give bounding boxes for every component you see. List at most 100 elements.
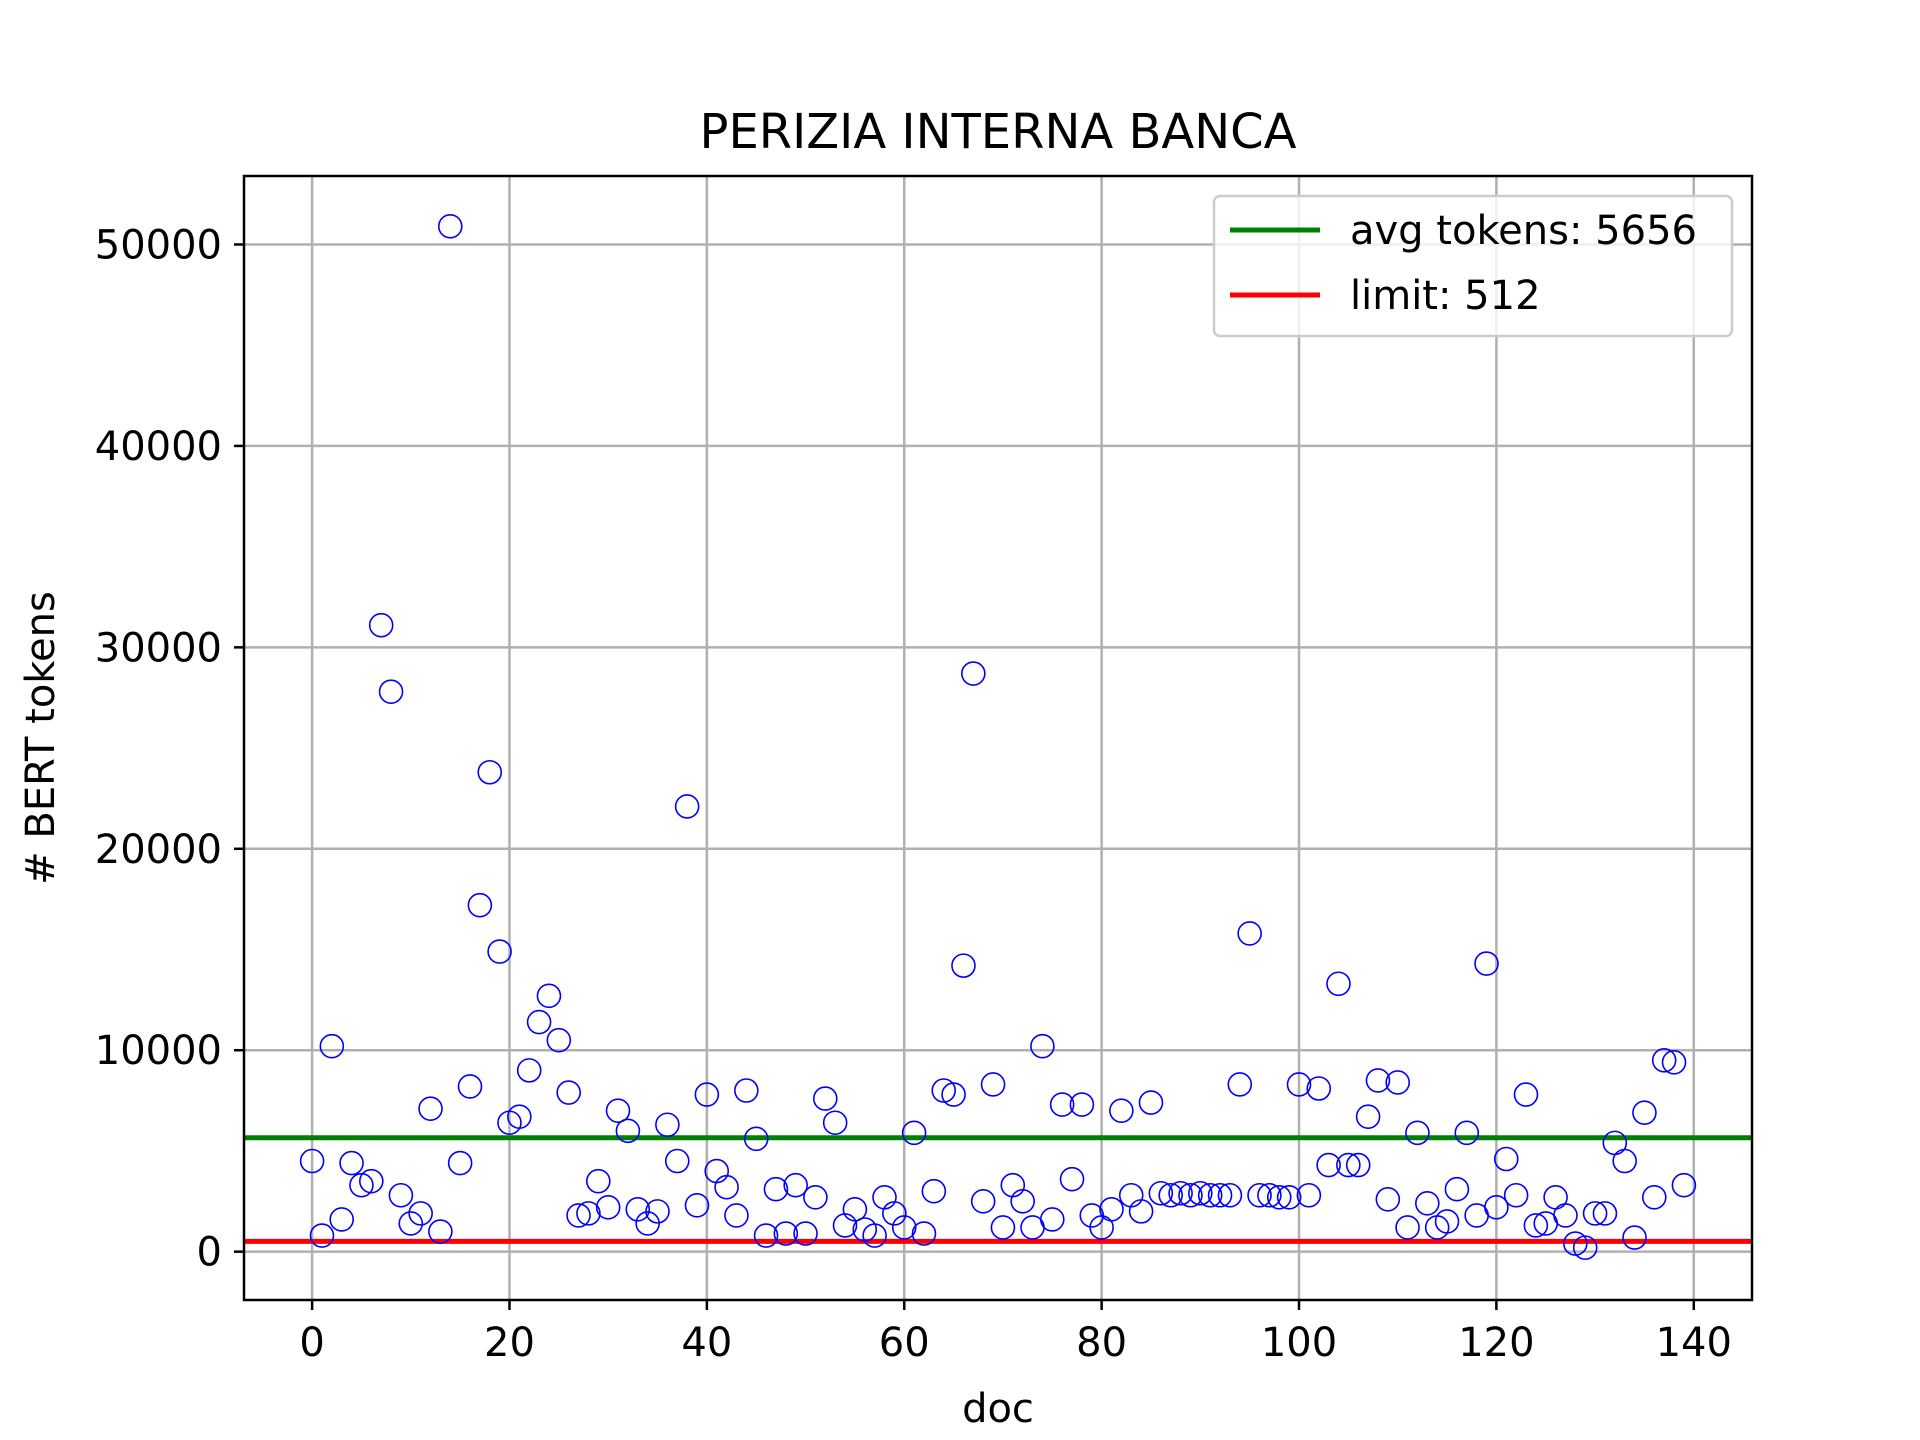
data-point [1355,1104,1381,1129]
data-point [1049,1092,1075,1117]
data-point [615,1118,641,1144]
y-axis-label: # BERT tokens [18,591,64,885]
data-point [1168,1180,1193,1206]
x-tick-label: 60 [879,1320,930,1366]
data-point [368,612,394,638]
data-point [1434,1209,1460,1234]
data-point [1405,1120,1430,1146]
data-point [1503,1182,1529,1208]
data-point [1059,1166,1085,1192]
data-point [1444,1176,1470,1202]
data-point [793,1221,818,1246]
data-point [1582,1201,1608,1226]
data-point [645,1199,670,1224]
data-point [990,1215,1016,1240]
data-point [388,1182,414,1208]
data-point [684,1193,710,1218]
data-point [1484,1195,1509,1220]
data-point [1030,1033,1055,1059]
data-point [1316,1152,1341,1178]
data-point [1385,1070,1410,1095]
data-point [1286,1072,1312,1097]
data-point [1641,1184,1667,1210]
data-point [1543,1184,1568,1210]
data-point [1109,1098,1134,1123]
data-point [1069,1092,1095,1117]
data-point [921,1178,947,1204]
data-point [516,1058,542,1083]
data-point [1207,1182,1233,1208]
data-point [882,1201,907,1226]
data-point [970,1188,996,1214]
data-point [1336,1152,1361,1178]
data-point [704,1158,730,1184]
legend: avg tokens: 5656 limit: 512 [1212,194,1734,338]
data-point [743,1126,769,1152]
data-point [1188,1180,1213,1206]
y-tick-label: 10000 [95,1028,222,1074]
data-point [1276,1184,1302,1210]
data-point [299,1148,325,1174]
data-point [467,892,493,918]
y-tick-label: 50000 [95,222,222,268]
data-point [428,1219,453,1244]
data-point [1474,951,1499,976]
data-point [319,1033,345,1059]
data-point [1118,1182,1144,1208]
reference-lines [244,1135,1752,1244]
data-point [961,661,986,686]
data-point [556,1080,581,1105]
data-point [1563,1231,1588,1256]
data-point [457,1074,483,1099]
legend-label-avg: avg tokens: 5656 [1350,208,1697,254]
data-point [753,1223,779,1248]
x-tick-label: 40 [681,1320,732,1366]
data-point [1039,1207,1065,1232]
x-axis-label: doc [962,1386,1034,1432]
data-point [1247,1182,1272,1208]
data-point [1158,1182,1184,1208]
x-tick-label: 120 [1458,1320,1534,1366]
data-point [714,1174,739,1200]
data-point [822,1110,848,1136]
x-tick-label: 0 [299,1320,324,1366]
data-point [783,1172,808,1198]
x-tick-label: 20 [484,1320,535,1366]
y-tick-label: 30000 [95,625,222,671]
data-point [1671,1172,1697,1198]
data-point [1178,1182,1203,1208]
x-tick-label: 140 [1656,1320,1732,1366]
data-point [655,1112,680,1138]
data-point [507,1104,532,1129]
data-point [1257,1182,1282,1208]
data-point [437,214,463,239]
data-point [1415,1191,1440,1216]
data-point [487,939,512,964]
data-point [378,679,404,704]
data-point [605,1098,631,1123]
data-point [625,1197,651,1222]
data-point [1602,1130,1628,1156]
data-point [1592,1201,1618,1226]
data-point [1010,1188,1035,1214]
data-point [349,1172,374,1198]
data-point [812,1086,838,1111]
data-point [1365,1068,1391,1093]
data-point [1000,1172,1026,1198]
data-point [595,1195,621,1220]
axes-frame [242,174,1754,1302]
data-point [526,1009,552,1035]
data-point [1266,1184,1292,1210]
data-point [842,1197,868,1222]
data-point [1197,1182,1223,1208]
data-point [1513,1082,1539,1107]
data-point [1375,1186,1401,1212]
data-point [763,1176,789,1202]
data-point [447,1150,473,1176]
data-point [1454,1120,1480,1146]
data-point [664,1148,690,1174]
data-point [586,1168,611,1194]
legend-box [1212,194,1734,338]
data-point [872,1184,897,1210]
y-tick-label: 40000 [95,424,222,470]
